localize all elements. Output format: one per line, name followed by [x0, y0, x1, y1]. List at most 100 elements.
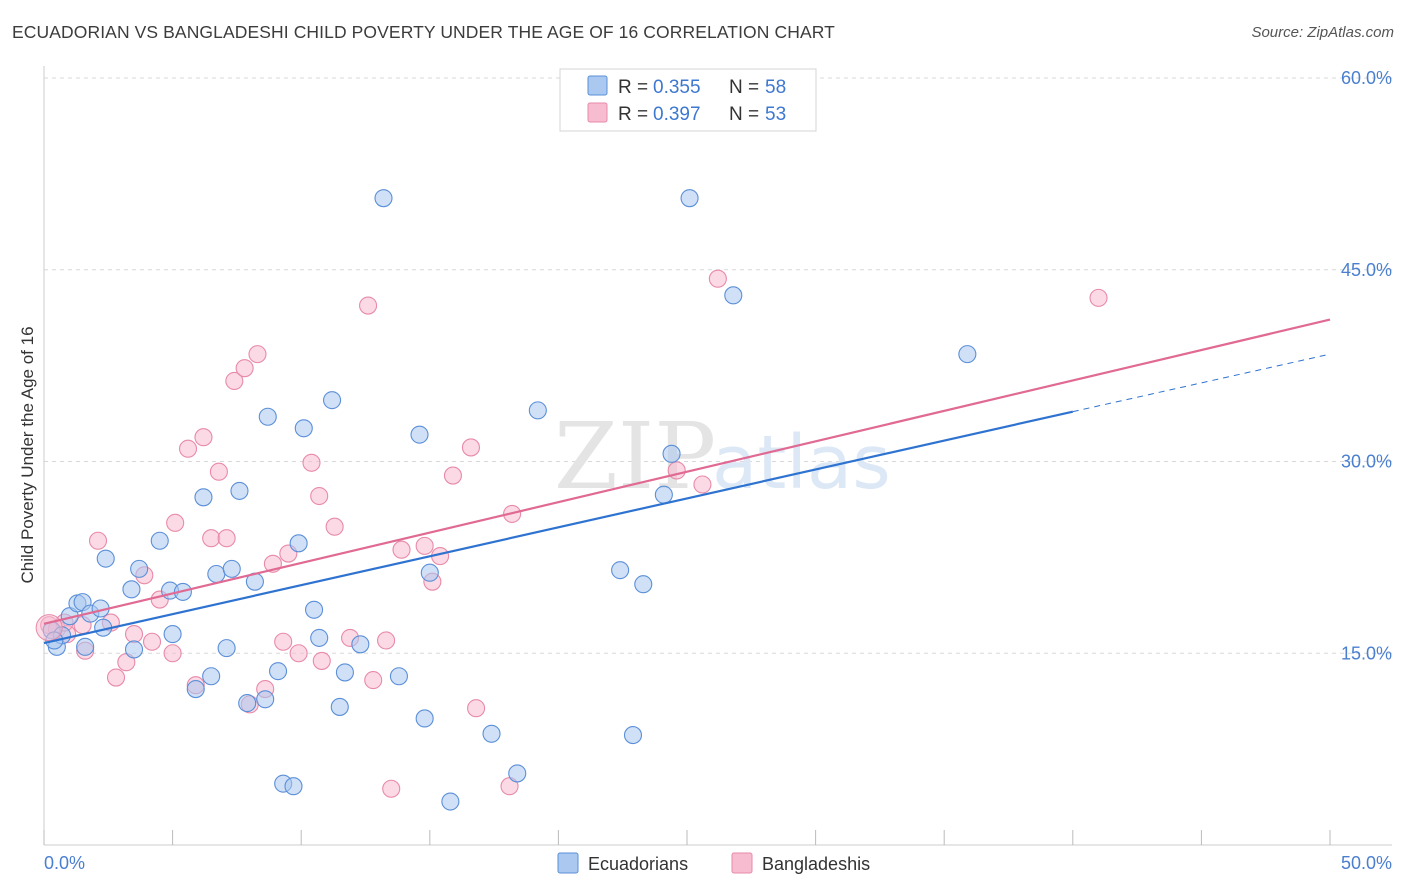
point-ecuadorian — [680, 189, 699, 208]
point-bangladeshi-cluster — [35, 614, 63, 642]
point-bangladeshi — [443, 466, 462, 485]
legend-r-label: R = — [618, 104, 648, 125]
chart-title: ECUADORIAN VS BANGLADESHI CHILD POVERTY … — [12, 22, 835, 42]
top-legend: R = 0.355 N = 58 R = 0.397 N = 53 — [559, 68, 817, 132]
point-ecuadorian — [420, 563, 439, 582]
point-bangladeshi — [364, 671, 383, 690]
point-ecuadorian — [289, 534, 308, 553]
point-ecuadorian — [654, 485, 673, 504]
point-bangladeshi — [274, 632, 293, 651]
point-bangladeshi — [708, 269, 727, 288]
point-ecuadorian — [508, 764, 527, 783]
point-ecuadorian — [284, 777, 303, 796]
point-ecuadorian — [194, 488, 213, 507]
trend-lines — [43, 318, 1331, 645]
point-bangladeshi — [194, 428, 213, 447]
point-ecuadorian — [207, 564, 226, 584]
point-bangladeshi — [235, 359, 254, 378]
point-bangladeshi — [106, 668, 126, 687]
axes — [43, 66, 1392, 846]
point-bangladeshi — [693, 475, 712, 494]
bottom-legend-bangladeshis: Bangladeshis — [762, 854, 870, 874]
point-ecuadorian — [150, 531, 169, 550]
legend-n-label: N = — [729, 104, 759, 125]
trend-line-ecuadorians-extension — [1072, 353, 1331, 413]
point-ecuadorian — [611, 561, 630, 580]
point-ecuadorian — [96, 549, 115, 568]
point-ecuadorian — [202, 667, 221, 686]
point-bangladeshi — [142, 632, 162, 651]
point-ecuadorian — [351, 635, 370, 654]
point-ecuadorian — [222, 559, 241, 578]
point-ecuadorian — [122, 580, 141, 599]
point-ecuadorian — [310, 628, 329, 647]
point-bangladeshi — [310, 486, 329, 506]
point-ecuadorian — [335, 663, 354, 682]
point-bangladeshi — [202, 529, 221, 548]
point-ecuadorian — [305, 600, 324, 619]
point-ecuadorian — [258, 407, 277, 426]
point-ecuadorian — [163, 625, 182, 644]
x-tick-label-max: 50.0% — [1341, 853, 1392, 873]
point-ecuadorian — [662, 444, 681, 463]
trend-line-bangladeshis — [43, 318, 1331, 625]
point-ecuadorian — [124, 640, 144, 659]
point-ecuadorian — [130, 559, 149, 578]
point-bangladeshi — [461, 438, 481, 457]
watermark-atlas: atlas — [712, 420, 891, 506]
point-ecuadorian — [330, 697, 349, 716]
point-bangladeshi — [377, 631, 396, 650]
point-ecuadorian — [415, 709, 434, 728]
point-ecuadorian — [482, 724, 501, 743]
watermark-zip: ZIP — [554, 403, 716, 510]
trend-line-ecuadorians — [43, 410, 1074, 645]
point-bangladeshi — [467, 699, 486, 718]
point-ecuadorian — [410, 425, 429, 444]
point-bangladeshi — [415, 536, 434, 555]
point-bangladeshi — [312, 651, 331, 670]
point-ecuadorian — [724, 286, 743, 305]
point-ecuadorian — [238, 694, 257, 713]
point-bangladeshi — [382, 779, 401, 798]
point-bangladeshi — [359, 296, 378, 315]
point-bangladeshi — [88, 531, 108, 550]
bottom-legend-ecuadorians: Ecuadorians — [588, 854, 688, 874]
y-tick-label: 45.0% — [1341, 260, 1392, 280]
x-tick-label-min: 0.0% — [44, 853, 85, 873]
point-ecuadorian — [269, 662, 288, 681]
legend-n-value: 53 — [765, 104, 786, 125]
legend-r-value: 0.355 — [653, 77, 701, 98]
point-bangladeshi — [1089, 288, 1108, 307]
point-ecuadorian — [76, 637, 95, 656]
point-bangladeshi — [124, 625, 144, 644]
bottom-legend-swatch-ecuadorians — [557, 852, 579, 874]
point-ecuadorian — [634, 575, 653, 594]
legend-n-value: 58 — [765, 77, 786, 98]
point-ecuadorian — [217, 639, 236, 658]
point-bangladeshi — [163, 644, 182, 663]
point-bangladeshi — [289, 644, 308, 663]
point-ecuadorian — [374, 189, 393, 208]
y-tick-label: 30.0% — [1341, 452, 1392, 472]
legend-r-value: 0.397 — [653, 104, 701, 125]
point-bangladeshi — [166, 513, 185, 532]
point-bangladeshi — [392, 540, 411, 559]
point-ecuadorian — [230, 481, 249, 500]
tick-labels: 15.0% 30.0% 45.0% 60.0% 0.0% 50.0% — [44, 68, 1392, 873]
bottom-legend-swatch-bangladeshis — [731, 852, 753, 874]
point-bangladeshi — [217, 529, 236, 548]
point-ecuadorian — [256, 690, 275, 709]
point-ecuadorian — [623, 726, 643, 745]
point-ecuadorian — [958, 345, 977, 364]
point-bangladeshi — [302, 453, 321, 472]
source-label: Source: ZipAtlas.com — [1251, 24, 1394, 41]
bottom-legend: Ecuadorians Bangladeshis — [557, 852, 870, 874]
legend-r-label: R = — [618, 77, 648, 98]
point-bangladeshi — [325, 517, 344, 536]
point-bangladeshi — [178, 439, 198, 458]
legend-n-label: N = — [729, 77, 759, 98]
legend-swatch-ecuadorians — [587, 75, 608, 96]
point-ecuadorian — [389, 667, 408, 686]
point-ecuadorian — [528, 401, 547, 420]
